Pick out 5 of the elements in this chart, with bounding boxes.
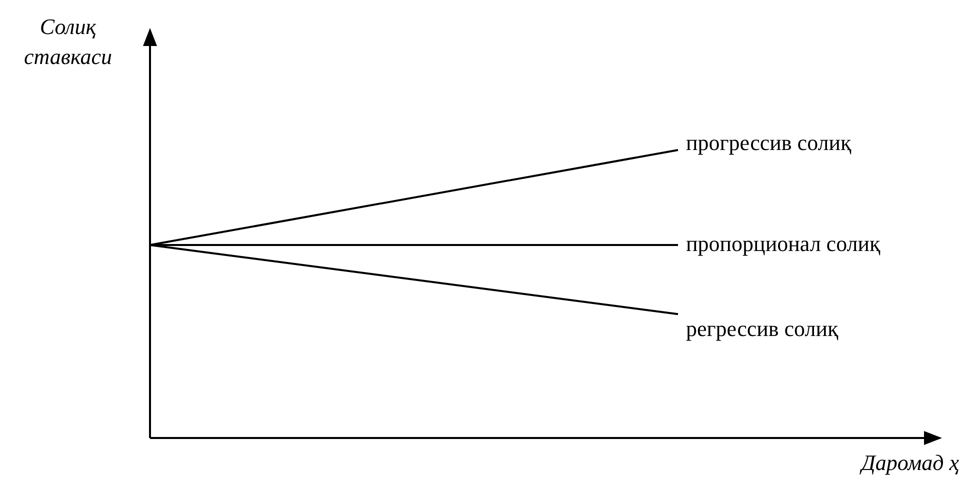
series-label: пропорционал солиқ <box>686 230 881 256</box>
series-label: прогрессив солиқ <box>686 130 852 155</box>
series-label: регрессив солиқ <box>686 316 839 341</box>
y-axis-title: Солиқ ставкаси <box>23 13 113 71</box>
x-axis-title: Даромад ҳ <box>861 449 959 477</box>
